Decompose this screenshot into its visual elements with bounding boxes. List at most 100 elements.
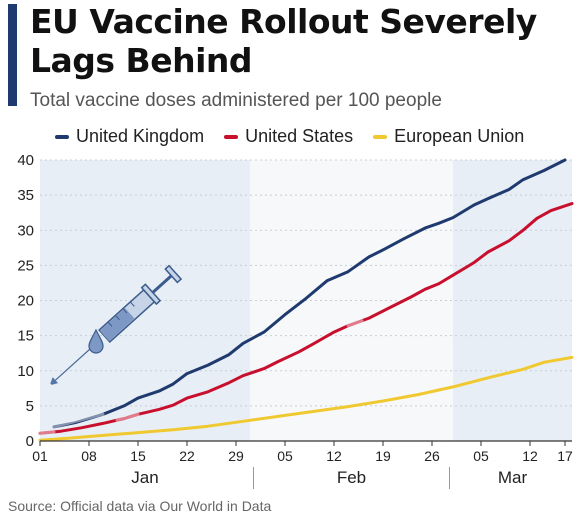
data-point-uk [542, 169, 546, 172]
data-point-us [346, 324, 350, 327]
syringe-icon [50, 264, 183, 385]
data-point-us [59, 429, 63, 433]
legend: United Kingdom United States European Un… [55, 126, 524, 147]
y-tick-label: 30 [17, 222, 34, 239]
legend-label-eu: European Union [394, 126, 525, 146]
data-point-uk [157, 389, 161, 393]
data-point-us [101, 422, 105, 425]
legend-swatch-us [224, 134, 239, 139]
legend-swatch-eu [373, 134, 388, 139]
data-point-uk [402, 237, 406, 240]
data-point-eu [276, 415, 280, 418]
legend-item-eu: European Union [373, 126, 524, 147]
month-label-feb: Feb [337, 468, 366, 487]
data-point-us [80, 426, 84, 429]
data-point-uk [101, 413, 105, 416]
data-point-eu [521, 368, 525, 371]
data-point-us [297, 350, 301, 353]
data-point-us [388, 306, 392, 309]
legend-item-us: United States [224, 126, 353, 147]
data-point-us [423, 288, 427, 291]
y-tick-label: 35 [17, 187, 34, 204]
legend-label-us: United States [245, 126, 354, 146]
x-tick-label: 17 [557, 448, 573, 464]
data-point-uk [227, 353, 231, 356]
x-tick-label: 12 [522, 448, 538, 464]
x-tick-label: 15 [130, 448, 146, 464]
data-point-uk [52, 425, 56, 429]
data-point-us [507, 239, 511, 242]
data-point-eu [346, 405, 350, 408]
data-point-uk [507, 188, 511, 191]
data-point-uk [73, 421, 77, 424]
data-point-eu [570, 356, 574, 359]
x-tick-label: 12 [326, 448, 342, 464]
data-point-uk [381, 248, 385, 252]
x-tick-label: 05 [277, 448, 293, 464]
month-label-jan: Jan [131, 468, 158, 487]
data-point-eu [241, 420, 245, 423]
data-point-eu [171, 428, 175, 431]
data-point-us [486, 250, 490, 254]
y-tick-label: 40 [17, 152, 34, 169]
data-point-uk [241, 342, 245, 345]
data-point-us [241, 374, 245, 377]
data-point-eu [311, 410, 315, 413]
data-point-uk [171, 382, 175, 386]
accent-bar [8, 4, 17, 106]
data-point-eu [381, 399, 385, 403]
chart-subtitle: Total vaccine doses administered per 100… [30, 90, 442, 111]
data-point-us [472, 261, 476, 264]
data-point-eu [451, 385, 455, 389]
data-point-us [136, 413, 140, 416]
data-point-uk [185, 372, 189, 375]
data-point-uk [563, 158, 567, 162]
x-tick-label: 22 [179, 448, 195, 464]
data-point-us [227, 381, 231, 384]
data-point-us [409, 295, 413, 299]
data-point-us [206, 390, 210, 394]
data-point-uk [206, 363, 210, 367]
y-tick-label: 25 [17, 257, 34, 274]
data-point-eu [136, 431, 140, 434]
source-note: Source: Official data via Our World in D… [8, 498, 272, 514]
data-point-uk [136, 396, 140, 400]
x-tick-label: 29 [228, 448, 244, 464]
data-point-us [122, 417, 126, 420]
data-point-us [185, 396, 189, 400]
series-fade-us [38, 430, 56, 435]
legend-label-uk: United Kingdom [76, 126, 205, 146]
data-point-us [171, 403, 175, 407]
y-tick-label: 20 [17, 293, 34, 310]
data-point-us [451, 274, 455, 277]
series-line-uk [52, 158, 567, 429]
data-point-us [535, 217, 539, 220]
data-point-eu [101, 434, 105, 437]
data-point-uk [283, 313, 287, 316]
data-point-eu [206, 425, 210, 428]
data-point-us [367, 316, 371, 320]
x-tick-label: 05 [473, 448, 489, 464]
data-point-us [332, 330, 336, 334]
y-tick-label: 0 [26, 433, 34, 450]
x-tick-label: 26 [424, 448, 440, 464]
data-point-uk [451, 216, 455, 219]
chart-title: EU Vaccine Rollout Severely Lags Behind [30, 2, 537, 80]
series-fade-us [346, 319, 364, 328]
x-tick-label: 19 [375, 448, 391, 464]
data-point-us [311, 342, 315, 346]
data-point-uk [486, 197, 490, 200]
y-tick-label: 15 [17, 328, 34, 345]
data-point-us [521, 229, 525, 232]
droplet-icon [88, 328, 104, 354]
x-tick-label: 08 [81, 448, 97, 464]
legend-item-uk: United Kingdom [55, 126, 204, 147]
series-fade-us [115, 412, 140, 422]
y-tick-label: 10 [17, 363, 34, 380]
data-point-us [262, 367, 266, 370]
data-point-eu [66, 436, 70, 440]
data-point-us [570, 202, 574, 205]
series-fade-uk [52, 412, 105, 429]
data-point-uk [472, 203, 476, 207]
